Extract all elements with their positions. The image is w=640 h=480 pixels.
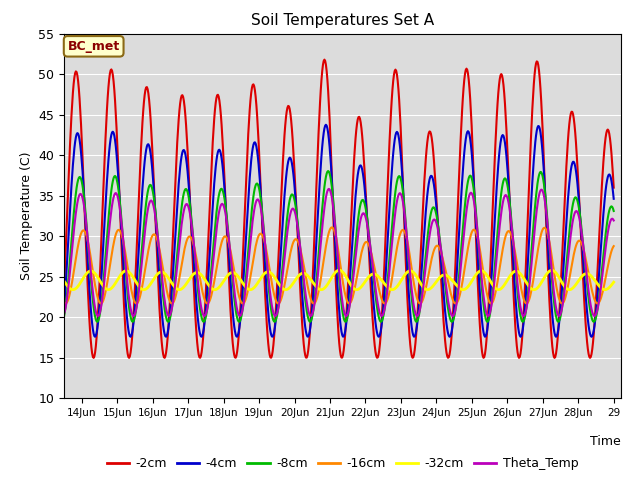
Line: -8cm: -8cm <box>46 171 614 322</box>
Theta_Temp <box>109 194 117 200</box>
Line: -4cm: -4cm <box>46 125 614 337</box>
Theta_Temp <box>264 265 271 271</box>
Legend: -2cm, -4cm, -8cm, -16cm, -32cm, Theta_Temp: -2cm, -4cm, -8cm, -16cm, -32cm, Theta_Te… <box>102 452 583 475</box>
-2cm <box>109 79 117 84</box>
Theta_Temp <box>422 263 429 268</box>
-8cm <box>324 168 332 174</box>
-8cm <box>422 251 429 257</box>
-2cm <box>264 331 271 337</box>
Theta_Temp <box>242 282 250 288</box>
Line: Theta_Temp: Theta_Temp <box>46 189 614 316</box>
Theta_Temp <box>214 216 221 222</box>
-4cm <box>214 149 221 155</box>
-8cm <box>42 212 50 217</box>
Line: -2cm: -2cm <box>46 60 614 358</box>
-2cm <box>242 179 250 184</box>
-4cm <box>109 130 117 136</box>
-32cm <box>69 287 77 292</box>
-2cm <box>42 160 50 166</box>
-16cm <box>42 242 50 248</box>
Line: -16cm: -16cm <box>46 228 614 303</box>
-32cm <box>422 287 429 292</box>
-2cm <box>610 185 618 191</box>
-16cm <box>242 295 250 301</box>
-8cm <box>58 319 66 324</box>
-32cm <box>390 286 398 292</box>
-32cm <box>109 283 117 289</box>
-2cm <box>54 355 62 361</box>
-16cm <box>264 254 271 260</box>
-32cm <box>214 286 221 291</box>
-16cm <box>390 264 398 269</box>
Theta_Temp <box>325 186 333 192</box>
-4cm <box>264 300 271 306</box>
-8cm <box>610 208 618 214</box>
Y-axis label: Soil Temperature (C): Soil Temperature (C) <box>20 152 33 280</box>
-2cm <box>321 57 328 62</box>
Theta_Temp <box>42 220 50 226</box>
-4cm <box>422 209 429 215</box>
Theta_Temp <box>59 313 67 319</box>
-32cm <box>242 285 250 290</box>
-32cm <box>42 278 50 284</box>
-8cm <box>214 198 221 204</box>
-16cm <box>422 286 429 291</box>
Theta_Temp <box>390 221 398 227</box>
-4cm <box>390 143 398 148</box>
-16cm <box>328 225 335 230</box>
-2cm <box>422 156 429 162</box>
-4cm <box>56 334 63 340</box>
-8cm <box>109 175 117 181</box>
-32cm <box>610 279 618 285</box>
Text: Time: Time <box>590 435 621 448</box>
-2cm <box>390 72 398 77</box>
Title: Soil Temperatures Set A: Soil Temperatures Set A <box>251 13 434 28</box>
-4cm <box>610 196 618 202</box>
-16cm <box>610 243 618 249</box>
-4cm <box>42 204 50 210</box>
-2cm <box>214 92 221 97</box>
-4cm <box>242 233 250 239</box>
-32cm <box>335 267 343 273</box>
-32cm <box>264 269 271 275</box>
Text: BC_met: BC_met <box>68 40 120 53</box>
-8cm <box>390 202 398 207</box>
-16cm <box>61 300 69 306</box>
-16cm <box>109 241 117 247</box>
-8cm <box>264 271 271 277</box>
Line: -32cm: -32cm <box>46 270 614 289</box>
-16cm <box>214 257 221 263</box>
-4cm <box>322 122 330 128</box>
Theta_Temp <box>610 217 618 223</box>
-8cm <box>242 274 250 280</box>
